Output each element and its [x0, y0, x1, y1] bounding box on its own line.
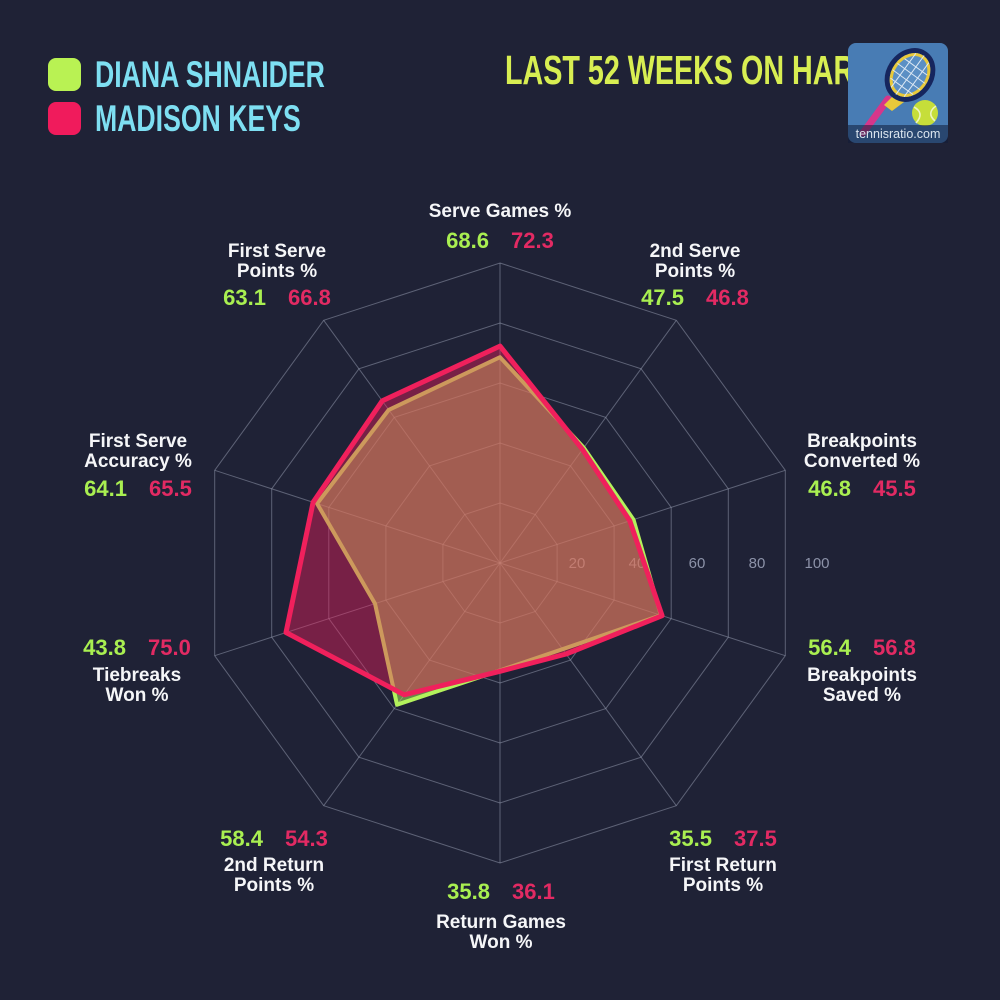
- madison-value: 36.1: [512, 879, 555, 904]
- radial-tick-label: 100: [804, 555, 829, 572]
- page-title: LAST 52 WEEKS ON HARD: [505, 47, 875, 93]
- axis-label-line: Points %: [236, 261, 318, 282]
- axis-values: 47.5 46.8: [641, 287, 749, 309]
- axis-label-line: First Return: [669, 855, 777, 876]
- axis-values: 64.1 65.5: [84, 478, 192, 500]
- axis-label-line: Won %: [105, 685, 169, 706]
- axis-label-line: Breakpoints: [807, 431, 917, 452]
- madison-value: 56.8: [873, 635, 916, 660]
- madison-value: 46.8: [706, 285, 749, 310]
- axis-label-line: Serve Games %: [428, 201, 572, 222]
- axis-values: 58.4 54.3: [220, 828, 328, 850]
- axis-values: 43.8 75.0: [83, 637, 191, 659]
- axis-label-line: Points %: [682, 875, 764, 896]
- player-name-madison: MADISON KEYS: [95, 97, 301, 139]
- axis-label: First Return Points %: [669, 856, 777, 896]
- axis-values: 35.8 36.1: [447, 881, 555, 903]
- axis-label: Breakpoints Converted %: [804, 432, 920, 472]
- diana-value: 56.4: [808, 635, 851, 660]
- axis-label-line: Return Games: [436, 912, 566, 933]
- diana-value: 64.1: [84, 476, 127, 501]
- tennisratio-logo: tennisratio.com: [848, 43, 948, 143]
- madison-value: 54.3: [285, 826, 328, 851]
- legend-item-diana: DIANA SHNAIDER: [48, 52, 414, 96]
- madison-color-swatch: [48, 101, 81, 135]
- diana-value: 46.8: [808, 476, 851, 501]
- diana-value: 47.5: [641, 285, 684, 310]
- axis-label-line: Tiebreaks: [92, 665, 182, 686]
- axis-label: First Serve Accuracy %: [84, 432, 192, 472]
- diana-value: 58.4: [220, 826, 263, 851]
- axis-label: 2nd Return Points %: [224, 856, 324, 896]
- axis-values: 56.4 56.8: [808, 637, 916, 659]
- axis-label: 2nd Serve Points %: [650, 242, 741, 282]
- madison-value: 45.5: [873, 476, 916, 501]
- legend: DIANA SHNAIDER MADISON KEYS: [48, 52, 414, 140]
- madison-value: 75.0: [148, 635, 191, 660]
- madison-value: 65.5: [149, 476, 192, 501]
- madison-value: 37.5: [734, 826, 777, 851]
- diana-value: 35.5: [669, 826, 712, 851]
- axis-values: 46.8 45.5: [808, 478, 916, 500]
- tennis-logo-icon: tennisratio.com: [848, 43, 948, 143]
- diana-color-swatch: [48, 57, 81, 91]
- diana-value: 35.8: [447, 879, 490, 904]
- axis-label-line: Breakpoints: [807, 665, 917, 686]
- axis-label-line: Saved %: [822, 685, 902, 706]
- radar-series-madison: [283, 343, 665, 698]
- diana-value: 68.6: [446, 228, 489, 253]
- axis-label-line: Won %: [469, 932, 533, 953]
- axis-label: Breakpoints Saved %: [807, 666, 917, 706]
- axis-label-line: First Serve: [227, 241, 327, 262]
- axis-label-line: Accuracy %: [84, 451, 192, 472]
- logo-caption: tennisratio.com: [856, 127, 941, 141]
- diana-value: 43.8: [83, 635, 126, 660]
- axis-values: 68.6 72.3: [446, 230, 554, 252]
- axis-label-line: Converted %: [803, 451, 921, 472]
- legend-item-madison: MADISON KEYS: [48, 96, 414, 140]
- axis-label: First Serve Points %: [228, 242, 326, 282]
- diana-value: 63.1: [223, 285, 266, 310]
- axis-label-line: 2nd Serve: [649, 241, 741, 262]
- axis-label-line: Points %: [654, 261, 736, 282]
- madison-value: 66.8: [288, 285, 331, 310]
- axis-label-line: 2nd Return: [223, 855, 325, 876]
- axis-label: Tiebreaks Won %: [93, 666, 181, 706]
- axis-label: Serve Games %: [429, 202, 572, 222]
- radial-tick-label: 80: [749, 555, 766, 572]
- madison-value: 72.3: [511, 228, 554, 253]
- axis-values: 63.1 66.8: [223, 287, 331, 309]
- radial-tick-label: 60: [689, 555, 706, 572]
- axis-label: Return Games Won %: [436, 913, 566, 953]
- axis-label-line: First Serve: [88, 431, 188, 452]
- axis-label-line: Points %: [233, 875, 315, 896]
- axis-values: 35.5 37.5: [669, 828, 777, 850]
- player-name-diana: DIANA SHNAIDER: [95, 53, 325, 95]
